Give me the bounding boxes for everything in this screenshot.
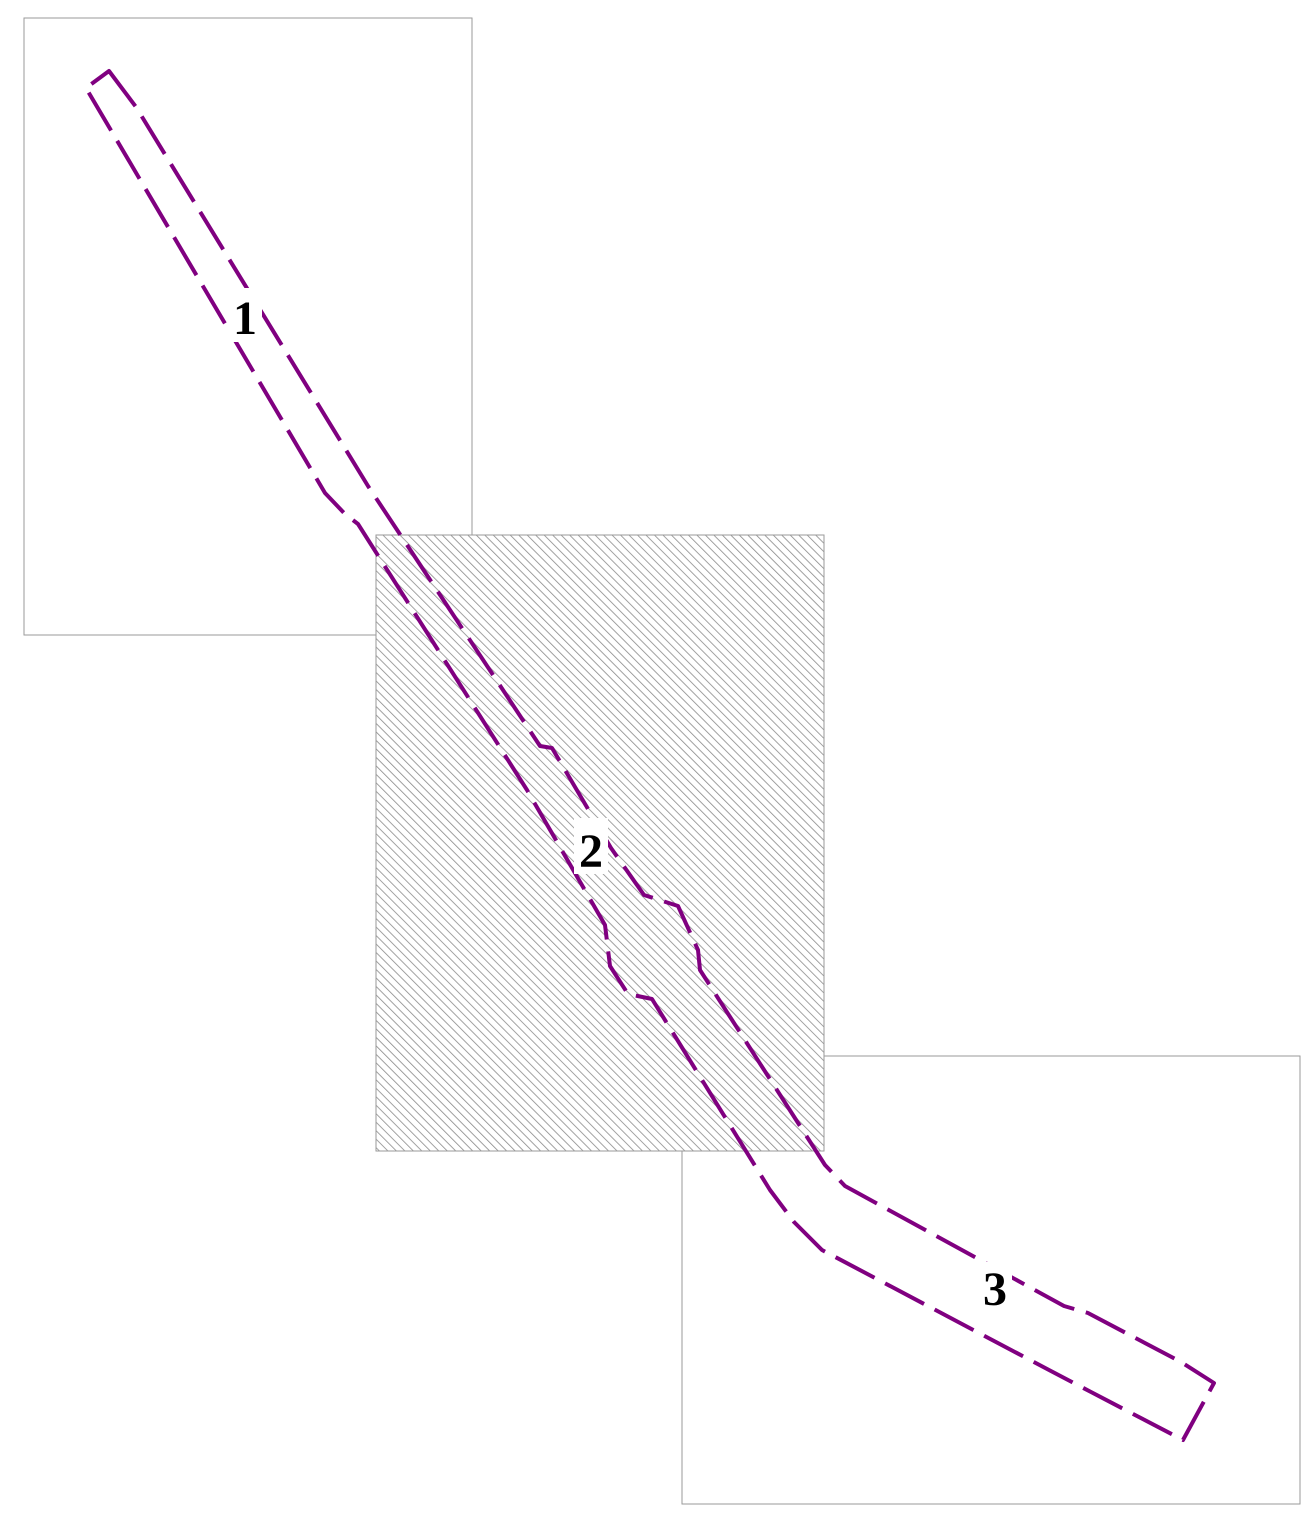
sheet-label-1-text: 1 xyxy=(233,292,257,345)
sheet-frame-3[interactable] xyxy=(681,1055,1301,1505)
corridor-outline xyxy=(84,69,1216,1442)
sheet-label-2: 2 xyxy=(574,818,608,878)
sheet-label-1: 1 xyxy=(228,288,262,345)
sheet-label-2-text: 2 xyxy=(579,825,603,878)
sheet-label-3: 3 xyxy=(978,1262,1012,1316)
sheet-frame-1[interactable] xyxy=(23,17,473,636)
sheet-label-3-text: 3 xyxy=(983,1263,1007,1316)
